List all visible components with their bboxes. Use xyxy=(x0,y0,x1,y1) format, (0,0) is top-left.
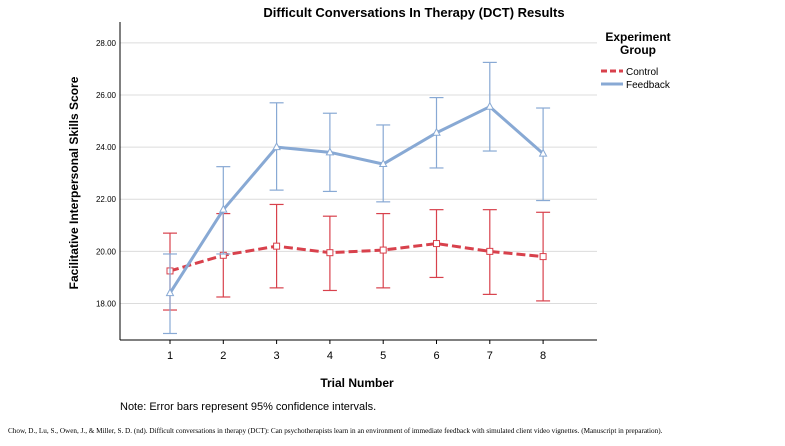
feedback-point xyxy=(325,147,335,156)
control-point xyxy=(379,246,387,254)
x-tick-label: 7 xyxy=(487,350,493,362)
legend-items: Control Feedback xyxy=(601,67,671,91)
legend-label-control: Control xyxy=(626,67,658,78)
control-point xyxy=(486,247,494,255)
control-point xyxy=(326,249,334,257)
feedback-point xyxy=(432,127,441,136)
legend-title-line2: Group xyxy=(620,43,656,57)
chart-title: Difficult Conversations In Therapy (DCT)… xyxy=(263,5,564,20)
control-point xyxy=(539,253,547,261)
legend: Experiment Group Control Feedback xyxy=(601,30,671,91)
y-axis-label: Facilitative Interpersonal Skills Score xyxy=(67,76,81,289)
feedback-point xyxy=(538,148,548,157)
grid-lines xyxy=(120,42,597,305)
x-tick-label: 5 xyxy=(380,350,386,362)
x-tick-label: 4 xyxy=(327,350,333,362)
control-line xyxy=(169,242,544,273)
feedback-point xyxy=(485,101,495,110)
series-feedback xyxy=(163,61,551,335)
legend-title-line1: Experiment xyxy=(605,30,670,44)
x-tick-label: 3 xyxy=(274,350,280,362)
control-point xyxy=(273,242,281,250)
series-layer xyxy=(163,61,551,335)
y-tick-label: 26.00 xyxy=(96,91,117,100)
feedback-point xyxy=(378,159,388,168)
y-tick-label: 18.00 xyxy=(96,300,117,309)
feedback-line xyxy=(168,105,545,294)
x-tick-label: 2 xyxy=(220,350,226,362)
x-tick-label: 8 xyxy=(540,350,546,362)
x-tick-label: 1 xyxy=(167,350,173,362)
series-control xyxy=(163,203,551,311)
citation: Chow, D., Lu, S., Owen, J., & Miller, S.… xyxy=(8,427,663,435)
chart-note: Note: Error bars represent 95% confidenc… xyxy=(120,401,377,413)
feedback-point xyxy=(218,204,228,213)
legend-label-feedback: Feedback xyxy=(626,80,671,91)
y-tick-label: 28.00 xyxy=(96,39,117,48)
y-tick-label: 20.00 xyxy=(96,247,117,256)
x-tick-label: 6 xyxy=(433,350,439,362)
chart: Difficult Conversations In Therapy (DCT)… xyxy=(67,5,671,390)
y-tick-label: 22.00 xyxy=(96,195,117,204)
y-tick-labels: 18.00 20.00 22.00 24.00 26.00 28.00 xyxy=(96,39,117,309)
x-tick-labels: 1 2 3 4 5 6 7 8 xyxy=(167,340,546,362)
x-axis-label: Trial Number xyxy=(320,376,394,390)
feedback-point xyxy=(272,142,281,151)
feedback-point xyxy=(165,288,175,297)
control-point xyxy=(433,240,440,248)
y-tick-label: 24.00 xyxy=(96,143,117,152)
